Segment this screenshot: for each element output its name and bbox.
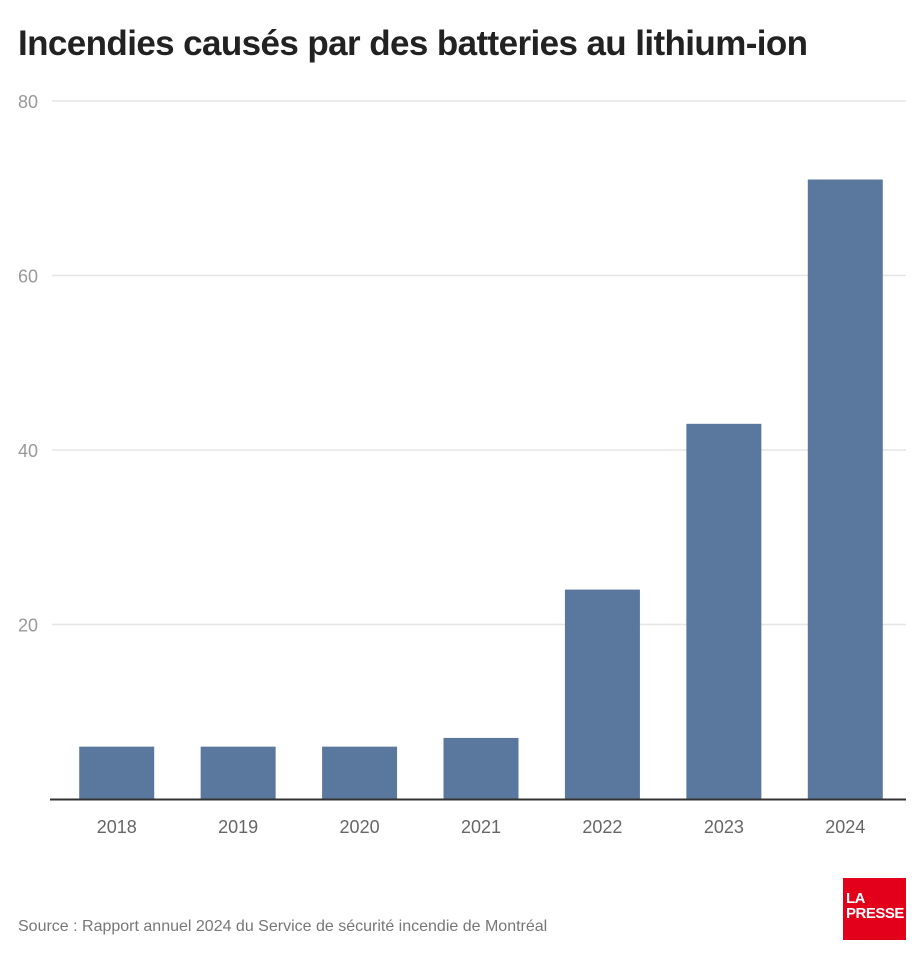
bar-chart: 20 40 60 80 2018 2019 2020 2021 2022 2023 2024 xyxy=(18,92,906,837)
bar-2022 xyxy=(564,589,640,799)
chart-title: Incendies causés par des batteries au li… xyxy=(18,24,808,63)
x-tick-label: 2023 xyxy=(704,817,744,837)
x-tick-label: 2018 xyxy=(97,817,137,837)
logo-line-2: PRESSE xyxy=(846,905,904,922)
bar-2020 xyxy=(322,746,398,799)
la-presse-logo: LA PRESSE xyxy=(843,878,906,940)
y-tick-label: 60 xyxy=(18,267,38,287)
y-tick-label: 40 xyxy=(18,441,38,461)
x-tick-label: 2021 xyxy=(461,817,501,837)
bar-2019 xyxy=(200,746,276,799)
bar-2023 xyxy=(686,423,762,799)
source-note: Source : Rapport annuel 2024 du Service … xyxy=(18,918,548,935)
x-tick-label: 2020 xyxy=(340,817,380,837)
gridlines xyxy=(52,100,906,626)
bar-2021 xyxy=(443,737,519,799)
logo-line-1: LA xyxy=(846,890,866,907)
y-axis-ticks: 20 40 60 80 xyxy=(18,92,38,636)
x-tick-label: 2019 xyxy=(218,817,258,837)
y-tick-label: 20 xyxy=(18,616,38,636)
bars xyxy=(79,179,883,799)
x-tick-label: 2022 xyxy=(582,817,622,837)
bar-2018 xyxy=(79,746,155,799)
x-tick-label: 2024 xyxy=(825,817,865,837)
x-axis-ticks: 2018 2019 2020 2021 2022 2023 2024 xyxy=(97,817,866,837)
bar-2024 xyxy=(807,179,883,799)
y-tick-label: 80 xyxy=(18,92,38,112)
